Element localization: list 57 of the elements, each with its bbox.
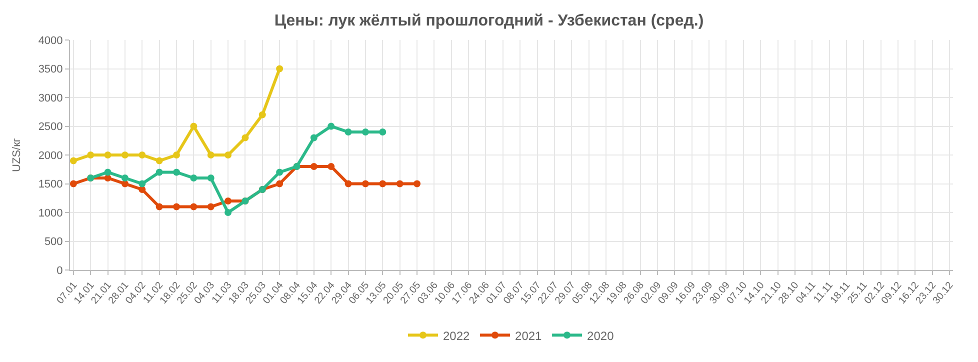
point: [190, 203, 198, 210]
point: [104, 152, 112, 158]
point: [242, 134, 249, 142]
y-tick-label: 2500: [38, 121, 63, 134]
point: [414, 180, 421, 188]
point: [190, 122, 198, 130]
point: [276, 168, 284, 176]
point: [310, 134, 318, 142]
point: [224, 209, 232, 216]
point: [276, 180, 284, 188]
point: [344, 128, 352, 136]
point: [379, 180, 386, 188]
chart-title: Цены: лук жёлтый прошлогодний - Узбекистан (сред.): [274, 12, 704, 30]
y-tick-label: 3500: [38, 64, 63, 76]
point: [138, 180, 146, 188]
y-tick-label: 3000: [38, 92, 63, 104]
y-tick-label: 2000: [38, 150, 63, 162]
point: [207, 203, 214, 210]
y-tick-label: 0: [56, 264, 63, 277]
point: [138, 152, 146, 158]
point: [362, 128, 369, 136]
point: [156, 168, 163, 176]
point: [328, 163, 335, 170]
legend-label: 2020: [587, 328, 614, 343]
point: [379, 128, 386, 136]
point: [224, 152, 232, 158]
point: [396, 180, 404, 188]
point: [362, 180, 369, 188]
legend-label: 2022: [443, 328, 470, 343]
point: [121, 174, 128, 182]
point: [344, 180, 352, 188]
legend-label: 2021: [515, 328, 542, 343]
point: [173, 203, 180, 210]
point: [138, 186, 146, 193]
point: [328, 122, 335, 130]
point: [207, 152, 214, 158]
point: [224, 198, 232, 204]
point: [190, 174, 198, 182]
point: [121, 152, 128, 158]
y-axis-title: UZS/кг: [10, 138, 23, 172]
point: [173, 152, 180, 158]
point: [87, 152, 94, 158]
point: [70, 157, 77, 164]
y-tick-label: 1000: [38, 207, 63, 220]
point: [310, 163, 318, 170]
point: [156, 157, 163, 164]
point: [276, 65, 284, 72]
point: [104, 168, 112, 176]
point: [207, 174, 214, 182]
point: [258, 111, 266, 118]
point: [70, 180, 77, 188]
y-tick-label: 500: [44, 236, 63, 248]
point: [104, 174, 112, 182]
point: [173, 168, 180, 176]
point: [156, 203, 163, 210]
y-tick-label: 4000: [38, 34, 63, 47]
y-tick-label: 1500: [38, 178, 63, 191]
